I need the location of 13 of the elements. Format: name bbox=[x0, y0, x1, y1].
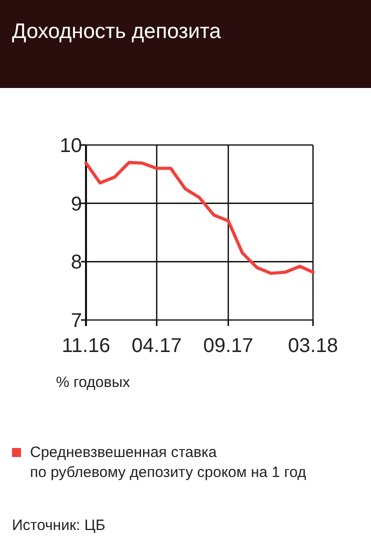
y-tick-label: 8 bbox=[70, 252, 82, 274]
x-tick-label: 11.16 bbox=[62, 335, 110, 357]
chart-title: Доходность депозита bbox=[12, 20, 222, 43]
y-tick-label: 7 bbox=[70, 310, 82, 332]
x-tick-label: 03.18 bbox=[288, 335, 338, 357]
y-tick-label: 9 bbox=[70, 193, 82, 216]
y-tick-label: 10 bbox=[60, 135, 82, 157]
y-axis-title: % годовых bbox=[56, 374, 131, 391]
x-tick-label: 09.17 bbox=[203, 335, 254, 357]
legend-label: Средневзвешенная ставка по рублевому депозиту сроком на 1 год bbox=[30, 444, 306, 481]
line-series bbox=[84, 160, 315, 275]
text: Источник: ЦБ bbox=[12, 517, 106, 534]
x-tick-label: 04.17 bbox=[132, 335, 182, 357]
